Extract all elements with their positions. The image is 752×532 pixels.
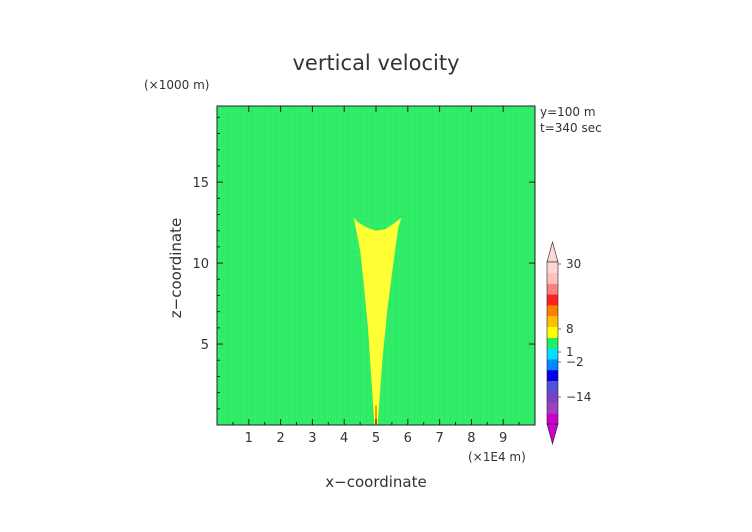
x-tick-label: 8 [467, 431, 475, 446]
colorbar-segment [547, 272, 558, 284]
x-unit-label: (×1E4 m) [468, 450, 526, 464]
x-tick-label: 6 [404, 431, 412, 446]
annotation-t: t=340 sec [540, 121, 602, 135]
colorbar-min-arrow [546, 423, 559, 446]
colorbar-segment [547, 370, 558, 381]
y-tick-label: 15 [192, 176, 209, 191]
colorbar-tick-label: 30 [566, 257, 581, 271]
colorbar-segment [547, 337, 558, 349]
colorbar-frame [546, 261, 559, 425]
y-unit-label: (×1000 m) [144, 78, 209, 92]
x-tick-label: 1 [245, 431, 253, 446]
colorbar-segment [547, 262, 558, 273]
plot-area: 1 2 3 4 5 6 7 8 9 5 10 15 [192, 105, 536, 446]
y-tick-label: 5 [201, 338, 209, 353]
colorbar-segment [547, 402, 558, 414]
chart-title: vertical velocity [292, 51, 459, 75]
colorbar-segment [547, 283, 558, 295]
colorbar-segment [547, 305, 558, 317]
colorbar-tick-label: −2 [566, 355, 584, 369]
annotation-y: y=100 m [540, 105, 596, 119]
x-tick-label: 2 [276, 431, 284, 446]
x-tick-label: 4 [340, 431, 348, 446]
colorbar: 30 8 1−2 −14 [546, 240, 591, 446]
colorbar-tick-label: −14 [566, 390, 591, 404]
colorbar-segment [547, 348, 558, 360]
colorbar-tick-label: 1 [566, 345, 574, 359]
colorbar-segment [547, 413, 558, 425]
x-tick-label: 5 [372, 431, 380, 446]
colorbar-segment [547, 391, 558, 403]
colorbar-tick-label: 8 [566, 322, 574, 336]
colorbar-segment [547, 294, 558, 306]
x-axis-label: x−coordinate [325, 473, 426, 491]
x-tick-label: 3 [308, 431, 316, 446]
colorbar-max-arrow [546, 240, 559, 263]
colorbar-segment [547, 316, 558, 327]
colorbar-segment [547, 326, 558, 338]
plume-region [353, 217, 402, 425]
x-tick-label: 9 [499, 431, 507, 446]
colorbar-segment [547, 359, 558, 371]
colorbar-segment [547, 380, 558, 392]
y-tick-label: 10 [192, 257, 209, 272]
y-axis-label: z−coordinate [167, 218, 185, 318]
x-tick-label: 7 [435, 431, 443, 446]
